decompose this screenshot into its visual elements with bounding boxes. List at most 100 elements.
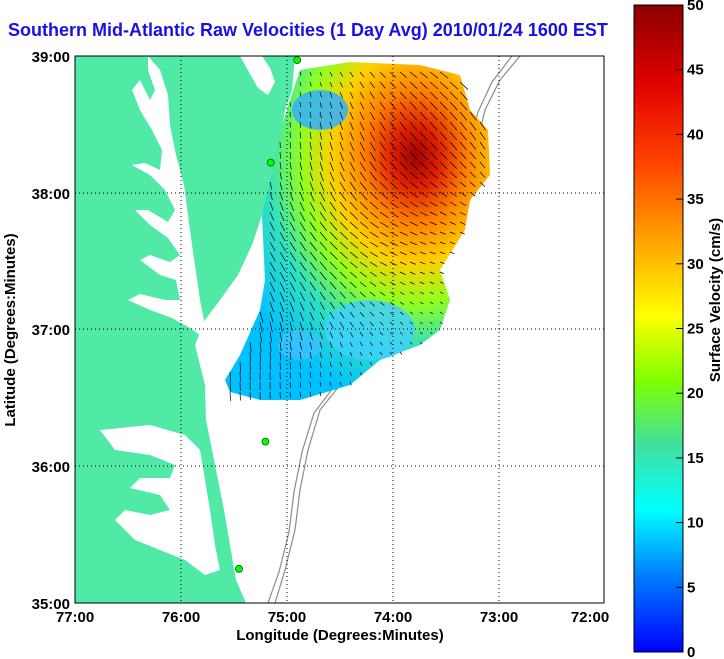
velocity-arrow [449, 201, 457, 207]
velocity-arrow [459, 181, 467, 188]
velocity-arrow [419, 161, 428, 170]
velocity-arrow [279, 191, 284, 201]
velocity-arrow [369, 181, 378, 191]
radar-station-marker [235, 564, 243, 573]
velocity-arrow [359, 141, 365, 152]
velocity-arrow [439, 221, 447, 226]
velocity-arrow [419, 91, 428, 100]
velocity-arrow [299, 301, 305, 312]
velocity-arrow [439, 271, 445, 274]
velocity-arrow [419, 191, 429, 198]
velocity-arrow [269, 201, 274, 211]
velocity-arrow [289, 171, 293, 181]
velocity-arrow [359, 121, 365, 131]
velocity-arrow [409, 311, 414, 315]
velocity-arrow [369, 161, 377, 172]
velocity-arrow [409, 121, 418, 131]
velocity-arrow [279, 251, 286, 262]
x-tick-label: 77:00 [56, 609, 94, 626]
y-tick-label: 36:00 [32, 459, 70, 476]
velocity-arrow [399, 211, 409, 218]
velocity-arrow [319, 321, 324, 330]
velocity-arrow [399, 251, 407, 256]
velocity-arrow [469, 161, 476, 169]
velocity-arrow [329, 111, 333, 119]
velocity-arrow [299, 81, 302, 87]
velocity-arrow [429, 151, 438, 160]
velocity-arrow [239, 391, 241, 401]
velocity-arrow [429, 131, 438, 141]
velocity-arrow [309, 381, 312, 388]
velocity-arrow [349, 321, 354, 328]
velocity-arrow [329, 371, 332, 377]
velocity-arrow [299, 161, 303, 171]
y-tick-labels: 39:00 38:00 37:00 36:00 35:00 [32, 49, 70, 613]
velocity-arrow [369, 121, 376, 131]
velocity-arrow [229, 391, 232, 402]
velocity-arrow [379, 241, 389, 247]
velocity-arrow [269, 231, 276, 242]
velocity-arrow [429, 161, 438, 170]
velocity-arrow [379, 311, 385, 316]
colorbar-tick-label: 15 [687, 450, 704, 467]
x-tick-label: 73:00 [480, 609, 518, 626]
velocity-arrow [309, 131, 312, 140]
velocity-arrow [279, 171, 282, 180]
velocity-arrow [269, 221, 275, 231]
velocity-arrow [399, 231, 408, 236]
velocity-arrow [319, 291, 326, 301]
velocity-arrow [329, 321, 334, 329]
velocity-arrow [459, 141, 467, 150]
velocity-arrow [289, 231, 296, 242]
velocity-arrow [479, 151, 486, 160]
velocity-arrow [429, 271, 435, 275]
velocity-arrow [419, 261, 426, 265]
velocity-arrow [339, 241, 349, 250]
velocity-arrow [319, 101, 322, 108]
velocity-arrow [389, 181, 399, 190]
velocity-arrow [279, 211, 285, 221]
velocity-arrow [379, 261, 388, 267]
colorbar-tick-label: 5 [687, 579, 695, 596]
velocity-arrow [289, 211, 295, 222]
velocity-arrow [229, 381, 232, 392]
velocity-arrow [299, 221, 306, 232]
velocity-arrow [299, 311, 304, 321]
velocity-arrow [339, 81, 344, 88]
velocity-arrow [329, 71, 333, 77]
velocity-arrow [399, 301, 405, 305]
velocity-arrow [409, 151, 418, 161]
velocity-arrow [339, 311, 345, 319]
velocity-arrow [299, 381, 302, 388]
velocity-arrow [389, 291, 396, 296]
velocity-arrow [269, 181, 273, 190]
velocity-arrow [439, 211, 447, 216]
velocity-arrow [229, 371, 232, 382]
velocity-arrow [349, 351, 353, 357]
velocity-arrow [389, 101, 397, 110]
velocity-arrow [429, 91, 438, 100]
velocity-arrow [319, 131, 322, 140]
velocity-arrow [349, 271, 358, 279]
velocity-arrow [329, 291, 336, 300]
velocity-arrow [339, 341, 343, 348]
colorbar-tick-label: 50 [687, 0, 704, 14]
velocity-arrow [349, 171, 356, 182]
velocity-arrow [369, 351, 373, 356]
velocity-arrow [349, 231, 359, 240]
velocity-arrow [299, 241, 307, 252]
velocity-arrow [369, 101, 375, 110]
velocity-arrow [289, 201, 295, 212]
velocity-arrow [379, 181, 388, 190]
velocity-arrow [299, 251, 307, 262]
velocity-arrow [409, 261, 416, 265]
velocity-arrow [279, 311, 284, 322]
velocity-arrow [429, 321, 433, 325]
velocity-arrow [299, 131, 302, 139]
velocity-arrow [339, 181, 346, 192]
velocity-arrow [399, 241, 408, 246]
velocity-arrow [359, 371, 362, 376]
velocity-arrow [419, 111, 428, 121]
velocity-arrow [349, 381, 352, 386]
